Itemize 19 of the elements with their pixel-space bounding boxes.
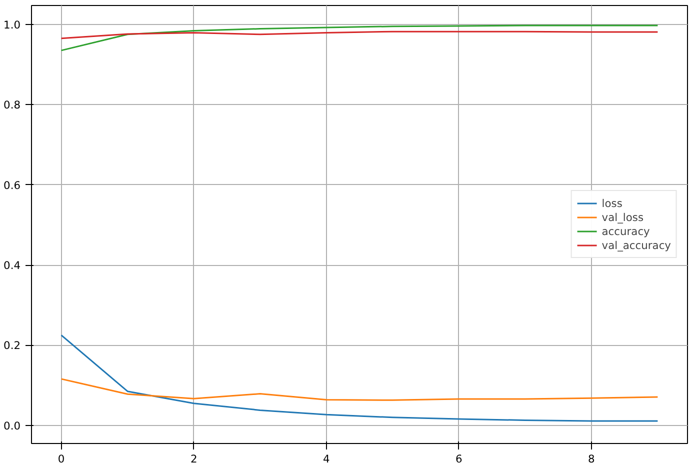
y-tick-label: 0.0 [4, 419, 21, 432]
x-tick-label: 0 [58, 452, 65, 465]
line-series [60, 378, 658, 401]
legend-label: loss [602, 196, 622, 210]
x-tick-label: 6 [456, 452, 463, 465]
y-tick-label: 0.2 [4, 339, 21, 352]
legend-label: accuracy [602, 224, 650, 238]
x-tick-label: 8 [588, 452, 596, 465]
line-series [60, 24, 658, 52]
x-tick-label: 4 [322, 452, 330, 465]
y-tick-label: 0.8 [4, 98, 21, 112]
line-series [60, 334, 658, 422]
line-series [60, 30, 658, 40]
legend-label: val_loss [602, 210, 644, 224]
x-tick-label: 2 [190, 452, 198, 465]
legend-label: val_accuracy [602, 238, 671, 252]
y-tick-label: 1.0 [4, 18, 21, 32]
y-tick-label: 0.6 [4, 178, 21, 192]
y-tick-label: 0.4 [4, 259, 21, 272]
